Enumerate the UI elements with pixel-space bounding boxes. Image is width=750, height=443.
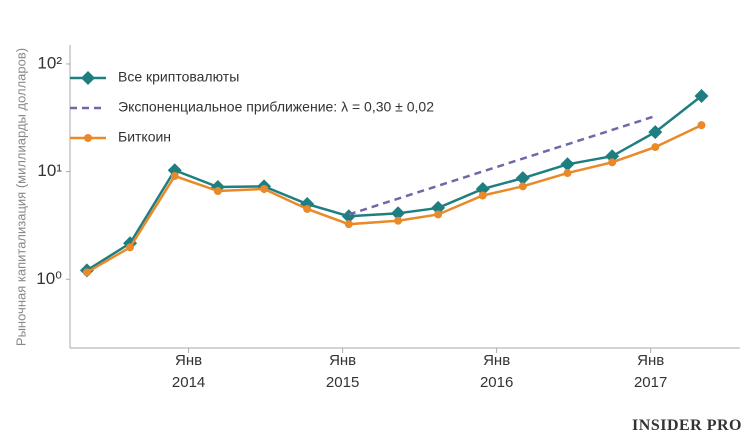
data-point: [434, 210, 443, 219]
data-point: [213, 187, 222, 196]
data-point: [167, 163, 182, 178]
legend-label: Экспоненциальное приближение: λ = 0,30 ±…: [118, 99, 434, 115]
data-point: [518, 182, 527, 191]
legend-label: Биткоин: [118, 129, 171, 145]
data-point: [605, 149, 620, 164]
series-line: [348, 114, 656, 216]
series-line: [86, 95, 703, 272]
data-point: [260, 184, 269, 193]
data-point: [303, 204, 312, 213]
x-tick-label: Янв 2016: [479, 352, 514, 391]
x-tick-label: Янв 2015: [325, 352, 360, 391]
data-point: [697, 121, 706, 130]
data-point: [170, 172, 179, 181]
x-tick-label: Янв 2017: [633, 352, 668, 391]
legend-label: Все криптовалюты: [118, 69, 239, 85]
data-point: [126, 243, 135, 252]
data-point: [394, 216, 403, 225]
watermark: INSIDER PRO: [632, 417, 742, 434]
data-point: [475, 181, 490, 196]
data-point: [608, 158, 617, 167]
data-point: [560, 157, 575, 172]
legend-marker: [84, 134, 92, 142]
data-point: [563, 169, 572, 178]
data-point: [82, 268, 91, 277]
y-tick-label: 10⁰: [36, 269, 62, 288]
y-tick-label: 10¹: [37, 161, 62, 180]
data-point: [515, 171, 530, 186]
y-axis-label: Рыночная капитализация (миллиарды доллар…: [13, 48, 28, 346]
legend-marker: [81, 71, 95, 85]
y-tick-label: 10²: [37, 53, 62, 72]
data-point: [651, 143, 660, 152]
data-point: [694, 88, 709, 103]
data-point: [478, 191, 487, 200]
x-tick-label: Янв 2014: [171, 352, 206, 391]
data-point: [344, 220, 353, 229]
data-point: [648, 125, 663, 140]
data-point: [431, 200, 446, 215]
data-point: [391, 206, 406, 221]
